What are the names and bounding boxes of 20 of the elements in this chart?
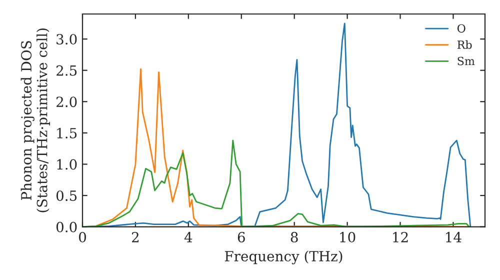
x-tick-label: 0: [78, 232, 86, 242]
y-tick-label: 2.5: [56, 65, 77, 76]
y-tick-label: 0.5: [56, 190, 77, 201]
y-tick-label: 1.5: [57, 128, 77, 138]
legend-label: O: [457, 24, 466, 33]
y-tick-label: 0.0: [56, 222, 77, 232]
x-tick-label: 2: [132, 232, 139, 242]
x-tick-label: 8: [290, 232, 298, 242]
y-axis-title: Phonon projected DOS (States/THz·primitive cell): [20, 28, 50, 212]
y-tick-label: 2.0: [56, 96, 77, 108]
x-tick-label: 14: [446, 232, 462, 242]
y-tick-label: 1.0: [57, 159, 77, 170]
y-tick-label: 3.0: [56, 34, 77, 45]
x-axis-title: Frequency (THz): [224, 250, 342, 264]
legend-label: Sm: [458, 56, 475, 66]
x-tick-label: 10: [340, 232, 356, 242]
x-tick-label: 4: [184, 232, 192, 242]
x-tick-label: 6: [238, 232, 245, 242]
x-tick-label: 12: [393, 232, 408, 242]
legend-label: Rb: [457, 40, 472, 49]
